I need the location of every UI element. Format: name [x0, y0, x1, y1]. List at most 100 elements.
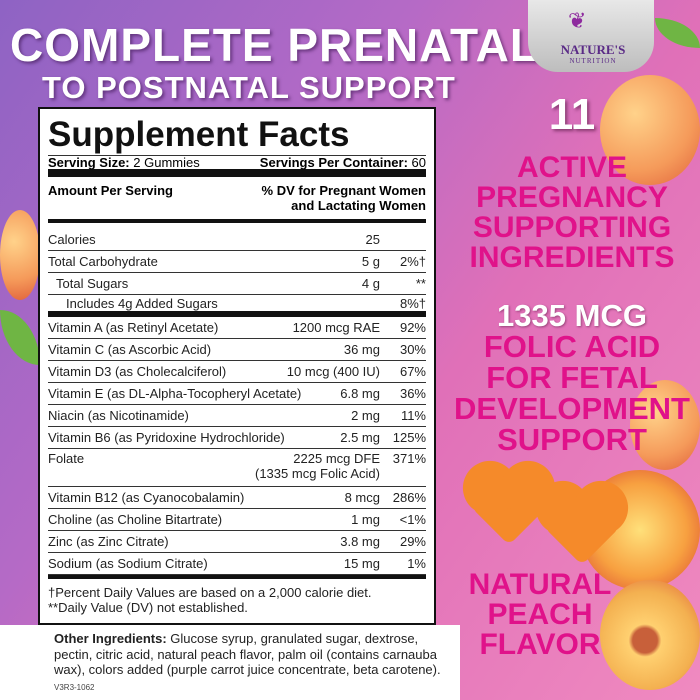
nutrient-dv: **: [415, 276, 426, 291]
nutrient-amount: 2.5 mg: [340, 430, 380, 445]
amount-value: 25: [365, 232, 380, 247]
nutrient-dv: 2%†: [399, 254, 426, 269]
nutrient-name: Zinc (as Zinc Citrate): [48, 534, 169, 549]
amount-value: 8 mcg: [344, 490, 380, 505]
claim-ingredients: ACTIVE PREGNANCY SUPPORTING INGREDIENTS: [452, 153, 692, 273]
nutrient-dv: 1%: [407, 556, 426, 571]
headline-line2: TO POSTNATAL SUPPORT: [42, 70, 456, 105]
nutrient-amount: 6.8 mg: [340, 386, 380, 401]
nutrient-dv: 29%: [399, 534, 426, 549]
amount-value: 36 mg: [343, 342, 380, 357]
nutrient-amount: 4 g: [362, 276, 380, 291]
nutrient-row: Sodium (as Sodium Citrate) 15 mg 1%: [48, 553, 426, 575]
leaf-image: [0, 310, 40, 365]
claim-line: FOR FETAL: [486, 360, 658, 395]
footnote-1: †Percent Daily Values are based on a 2,0…: [48, 585, 372, 600]
logo-sub: NUTRITION: [569, 57, 617, 65]
nutrient-dv: 125%: [392, 430, 426, 445]
serving-info: Serving Size: 2 Gummies Servings Per Con…: [48, 155, 426, 177]
nutrient-dv: 36%: [399, 386, 426, 401]
nutrient-row: Vitamin A (as Retinyl Acetate) 1200 mcg …: [48, 317, 426, 339]
logo-name: NATURE'S: [560, 42, 626, 57]
claim-line: FLAVOR: [479, 628, 601, 661]
claim-count: 11: [548, 90, 596, 139]
nutrient-amount: 5 g: [362, 254, 380, 269]
claim-line: NATURAL: [468, 568, 612, 601]
amount-value: 1200 mcg RAE: [292, 320, 380, 335]
claim-line: PREGNANCY: [476, 181, 668, 214]
servings: 60: [411, 155, 426, 170]
nutrient-dv: 67%: [399, 364, 426, 379]
nutrient-amount: 2 mg: [351, 408, 380, 423]
headline-line1: COMPLETE PRENATAL: [10, 19, 539, 71]
peach-image: [630, 380, 700, 470]
nutrient-name: Vitamin D3 (as Cholecalciferol): [48, 364, 227, 379]
nutrient-dv: <1%: [399, 512, 426, 527]
claim-line: PEACH: [487, 598, 593, 631]
nutrient-name: Sodium (as Sodium Citrate): [48, 556, 208, 571]
claim-line: DEVELOPMENT: [454, 391, 690, 426]
nutrient-name: Choline (as Choline Bitartrate): [48, 512, 223, 527]
nutrient-row: Calories 25: [48, 229, 426, 251]
amount-value: 3.8 mg: [340, 534, 380, 549]
claim-line: ACTIVE: [516, 151, 627, 184]
other-ingredients: Other Ingredients: Glucose syrup, granul…: [54, 631, 444, 678]
other-ingredients-label: Other Ingredients:: [54, 631, 167, 646]
claim-folic-acid: 1335 MCG FOLIC ACID FOR FETAL DEVELOPMEN…: [452, 300, 692, 455]
amount-value: 2 mg: [351, 408, 380, 423]
nutrient-dv: 286%: [392, 490, 426, 505]
nutrient-dv: 371%: [392, 451, 426, 466]
amount-value: 5 g: [361, 254, 380, 269]
nutrient-name: Vitamin B6 (as Pyridoxine Hydrochloride): [48, 430, 285, 445]
dv-header: % DV for Pregnant Women and Lactating Wo…: [261, 183, 426, 213]
amount-value: 10 mcg (400 IU): [286, 364, 380, 379]
bottom-panel: [0, 625, 460, 700]
nutrient-amount: 10 mcg (400 IU): [287, 364, 380, 379]
amount-value: 2.5 mg: [340, 430, 380, 445]
nutrient-amount: 1200 mcg RAE: [293, 320, 380, 335]
nutrient-amount: 3.8 mg: [340, 534, 380, 549]
nutrient-name: Total Carbohydrate: [48, 254, 158, 269]
nutrient-name: Vitamin C (as Ascorbic Acid): [48, 342, 212, 357]
peach-slice-image: [600, 580, 700, 690]
other-ingredients-text: Glucose syrup, granulated sugar, dextros…: [54, 631, 441, 677]
nutrient-name: Folate: [48, 451, 85, 466]
footnote-2: **Daily Value (DV) not established.: [48, 600, 248, 615]
nutrient-dv: 92%: [399, 320, 426, 335]
nutrient-amount: 25: [366, 232, 380, 247]
leaf-image: [655, 18, 700, 48]
nutrient-amount: 2225 mcg DFE (1335 mcg Folic Acid): [255, 451, 380, 481]
amount-value: 6.8 mg: [340, 386, 380, 401]
hummingbird-logo-icon: ❦: [568, 8, 587, 33]
amount-value: 4 g: [361, 276, 380, 291]
nutrient-row: Zinc (as Zinc Citrate) 3.8 mg 29%: [48, 531, 426, 553]
amount-secondary: (1335 mcg Folic Acid): [255, 466, 380, 481]
nutrient-row: Vitamin B6 (as Pyridoxine Hydrochloride)…: [48, 427, 426, 449]
label-title: Supplement Facts: [48, 115, 350, 154]
nutrient-name: Vitamin B12 (as Cyanocobalamin): [48, 490, 245, 505]
nutrient-amount: 8 mcg: [345, 490, 380, 505]
nutrient-amount: 15 mg: [344, 556, 380, 571]
nutrient-row: Vitamin C (as Ascorbic Acid) 36 mg 30%: [48, 339, 426, 361]
amount-value: 2225 mcg DFE: [293, 451, 380, 466]
claim-flavor: NATURAL PEACH FLAVOR: [440, 570, 640, 660]
nutrient-row: Vitamin B12 (as Cyanocobalamin) 8 mcg 28…: [48, 487, 426, 509]
supplement-facts-label: Supplement Facts Serving Size: 2 Gummies…: [38, 107, 436, 625]
claim-line: SUPPORT: [497, 422, 647, 457]
nutrient-name: Niacin (as Nicotinamide): [48, 408, 189, 423]
nutrient-dv: 8%†: [399, 295, 426, 311]
claim-line: FOLIC ACID: [483, 329, 661, 364]
nutrient-name: Calories: [48, 232, 96, 247]
serving-size-label: Serving Size:: [48, 155, 130, 170]
amount-value: 15 mg: [343, 556, 380, 571]
nutrient-row: Niacin (as Nicotinamide) 2 mg 11%: [48, 405, 426, 427]
nutrient-row: Total Sugars 4 g **: [48, 273, 426, 295]
nutrient-name: Vitamin E (as DL-Alpha-Tocopheryl Acetat…: [48, 386, 302, 401]
claim-line: INGREDIENTS: [469, 241, 675, 274]
nutrient-row: Folate 2225 mcg DFE (1335 mcg Folic Acid)…: [48, 449, 426, 487]
nutrient-row: Includes 4g Added Sugars 8%†: [48, 295, 426, 317]
nutrient-row: Choline (as Choline Bitartrate) 1 mg <1%: [48, 509, 426, 531]
table-header: Amount Per Serving % DV for Pregnant Wom…: [48, 177, 426, 223]
serving-size: 2 Gummies: [133, 155, 200, 170]
footnotes: †Percent Daily Values are based on a 2,0…: [48, 575, 426, 615]
